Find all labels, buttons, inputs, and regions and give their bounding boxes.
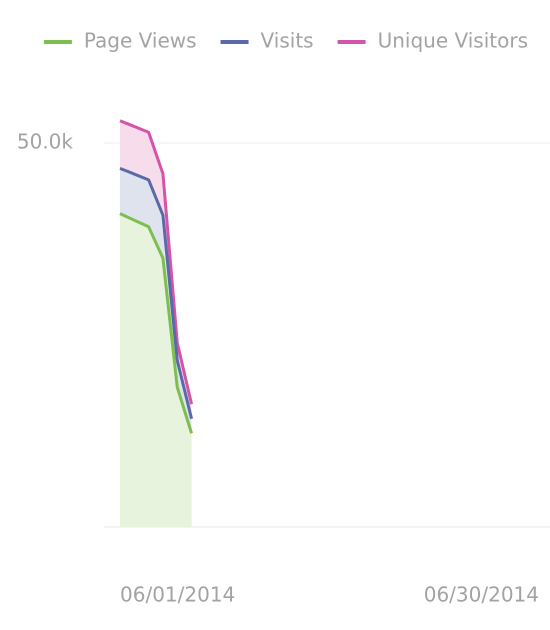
legend-label: Page Views [84,29,197,53]
y-tick-label: 50.0k [17,130,74,154]
line [119,119,194,405]
x-tick-label: 06/01/2014 [120,583,235,607]
x-tick-label: 06/30/2014 [424,583,539,607]
area [120,213,192,527]
line [119,166,194,420]
legend-label: Unique Visitors [378,29,528,53]
line [119,212,193,434]
legend-label: Visits [261,29,314,53]
